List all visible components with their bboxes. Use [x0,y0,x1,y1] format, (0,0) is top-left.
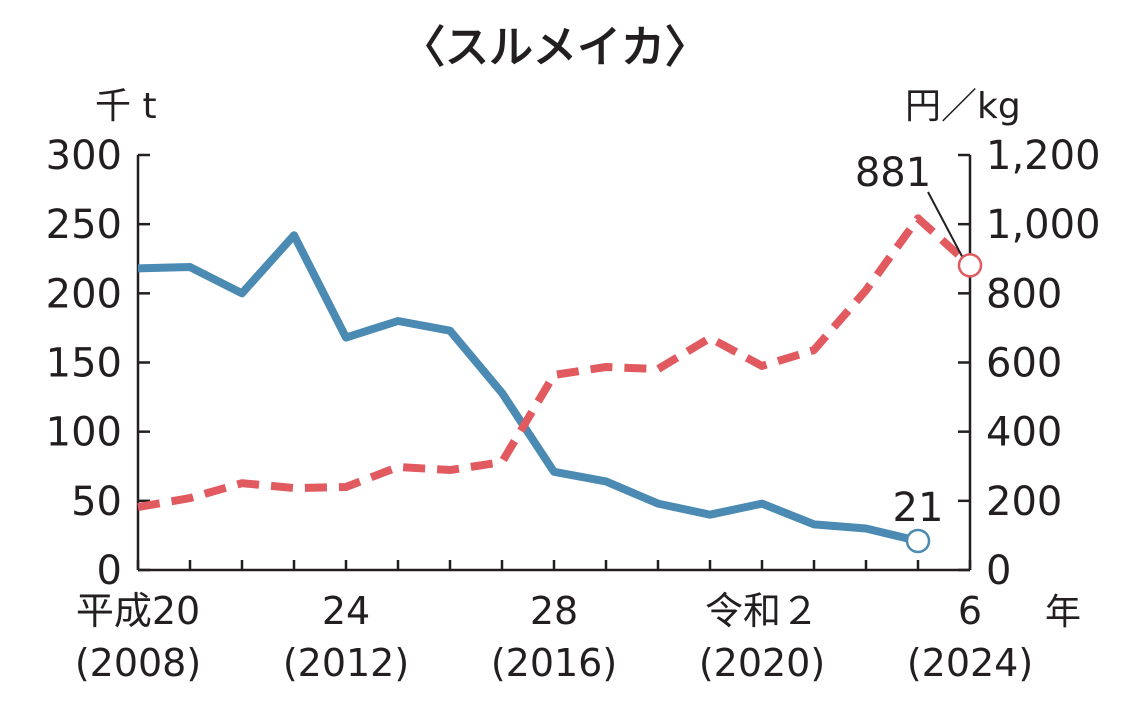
left-tick-label: 300 [46,133,122,179]
x-tick-label-era: 平成20 [76,589,200,633]
x-tick-label-era: 6 [958,589,982,633]
end-point-marker [959,254,981,276]
x-axis-unit: 年 [1045,592,1081,633]
right-tick-label: 1,200 [986,133,1101,179]
left-tick-label: 250 [46,202,122,248]
x-tick-label-era: 令和２ [705,589,819,633]
x-tick-label-year: (2024) [907,641,1033,685]
x-tick-label-year: (2012) [283,641,409,685]
left-tick-label: 150 [46,341,122,387]
right-tick-label: 200 [986,479,1062,525]
left-tick-label: 50 [71,479,122,525]
right-tick-label: 1,000 [986,202,1101,248]
left-tick-label: 100 [46,410,122,456]
series-line-catch [138,235,918,541]
x-tick-label-year: (2008) [75,641,201,685]
chart-title: 〈スルメイカ〉 [401,22,709,73]
right-tick-label: 600 [986,341,1062,387]
end-point-marker [907,530,929,552]
x-tick-label-era: 24 [322,589,370,633]
left-tick-label: 200 [46,271,122,317]
left-tick-label: 0 [97,548,122,594]
right-tick-label: 0 [986,548,1011,594]
series-line-price [138,218,970,507]
right-axis-unit: 円／kg [905,86,1021,127]
right-tick-label: 800 [986,271,1062,317]
left-axis-unit: 千 t [95,86,157,127]
end-value-label-price: 881 [855,150,931,196]
end-value-label-catch: 21 [893,485,944,531]
right-tick-label: 400 [986,410,1062,456]
x-tick-label-year: (2016) [491,641,617,685]
x-tick-label-year: (2020) [699,641,825,685]
x-tick-label-era: 28 [530,589,578,633]
